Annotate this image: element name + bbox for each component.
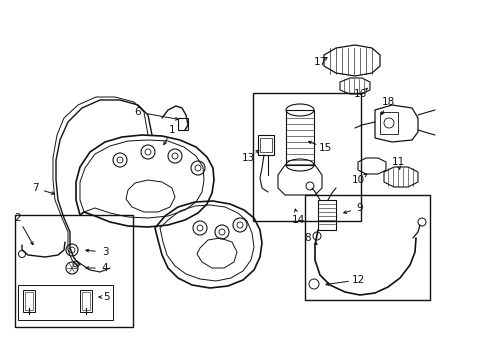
Bar <box>80 290 92 312</box>
Text: 5: 5 <box>103 292 110 302</box>
Bar <box>305 195 429 300</box>
Text: 16: 16 <box>353 89 366 99</box>
Bar <box>258 135 273 155</box>
Text: 17: 17 <box>313 57 326 67</box>
Text: 1: 1 <box>168 125 175 135</box>
Text: 8: 8 <box>304 233 311 243</box>
Bar <box>82 292 90 310</box>
Bar <box>379 112 397 134</box>
Text: 12: 12 <box>351 275 364 285</box>
Bar <box>178 118 187 130</box>
Text: 6: 6 <box>134 107 141 117</box>
Text: 11: 11 <box>390 157 404 167</box>
Bar <box>25 292 33 310</box>
Bar <box>18 285 113 320</box>
Text: 14: 14 <box>291 215 304 225</box>
Bar <box>15 215 133 327</box>
Bar <box>285 110 313 165</box>
Bar <box>260 138 271 152</box>
Bar <box>317 200 335 230</box>
Text: 18: 18 <box>381 97 394 107</box>
Text: 15: 15 <box>318 143 331 153</box>
Bar <box>252 93 360 221</box>
Text: 9: 9 <box>356 203 363 213</box>
Text: 3: 3 <box>102 247 108 257</box>
Bar <box>23 290 35 312</box>
Text: 2: 2 <box>15 213 21 223</box>
Text: 4: 4 <box>102 263 108 273</box>
Text: 13: 13 <box>241 153 254 163</box>
Text: 10: 10 <box>351 175 364 185</box>
Text: 7: 7 <box>32 183 38 193</box>
